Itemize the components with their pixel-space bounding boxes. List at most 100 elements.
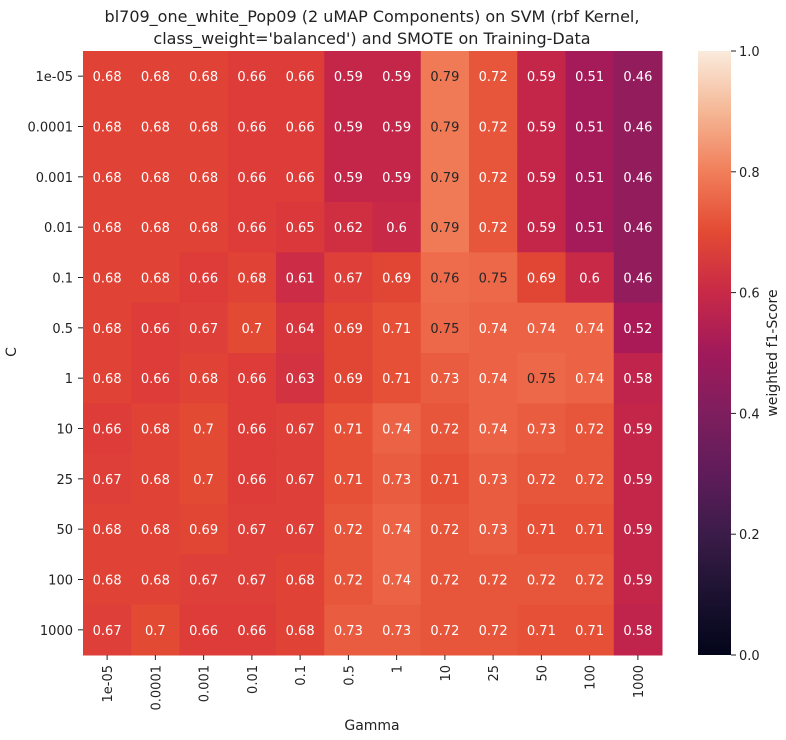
cell-value-label: 0.66	[189, 624, 218, 639]
heatmap-cell	[276, 51, 325, 102]
heatmap-cell	[420, 554, 470, 606]
cell-value-label: 0.66	[237, 70, 266, 85]
cell-value-label: 0.71	[334, 473, 363, 488]
cell-value-label: 0.71	[430, 473, 459, 488]
cell-value-label: 0.72	[479, 70, 508, 85]
heatmap-cell	[179, 202, 229, 253]
cell-value-label: 0.74	[575, 322, 604, 337]
cell-value-label: 0.67	[93, 624, 122, 639]
heatmap-cell	[372, 252, 422, 304]
cell-value-label: 0.74	[479, 322, 508, 337]
cell-value-label: 0.68	[141, 171, 170, 186]
cell-value-label: 0.59	[382, 121, 411, 136]
cell-value-label: 0.66	[237, 221, 266, 236]
y-tick-label: 100	[48, 574, 73, 589]
cell-value-label: 0.72	[430, 423, 459, 438]
heatmap-cell	[517, 453, 566, 505]
heatmap-cell	[276, 504, 325, 555]
chart-title: bl709_one_white_Pop09 (2 uMAP Components…	[105, 7, 640, 49]
cell-value-label: 0.66	[237, 423, 266, 438]
cell-value-label: 0.68	[189, 221, 218, 236]
heatmap-cell	[131, 252, 180, 304]
heatmap-cell	[517, 202, 566, 253]
heatmap-cell	[469, 202, 518, 253]
heatmap-cell	[420, 202, 470, 253]
cell-value-label: 0.71	[382, 322, 411, 337]
cell-value-label: 0.73	[479, 523, 508, 538]
cell-value-label: 0.59	[527, 70, 556, 85]
cell-value-label: 0.74	[527, 322, 556, 337]
heatmap-cell	[565, 403, 615, 455]
y-tick-label: 0.5	[52, 322, 73, 337]
heatmap-cell	[613, 202, 663, 253]
heatmap-cell	[613, 554, 663, 606]
heatmap-cell	[613, 252, 663, 304]
heatmap-cell	[276, 151, 325, 203]
cell-value-label: 0.72	[430, 574, 459, 589]
cell-value-label: 0.69	[334, 372, 363, 387]
cell-value-label: 0.66	[93, 423, 122, 438]
heatmap-cell	[517, 51, 566, 102]
cell-value-label: 0.67	[286, 523, 315, 538]
y-tick-label: 0.001	[36, 171, 73, 186]
cell-value-label: 0.79	[430, 70, 459, 85]
cell-value-label: 0.71	[527, 624, 556, 639]
colorbar-tick-label: 0.6	[739, 287, 760, 302]
cell-value-label: 0.72	[479, 574, 508, 589]
chart-title-line-2: class_weight='balanced') and SMOTE on Tr…	[153, 29, 590, 49]
heatmap-cell	[131, 51, 180, 102]
heatmap-cell	[613, 353, 663, 404]
cell-value-label: 0.7	[193, 473, 214, 488]
heatmap-cell	[131, 202, 180, 253]
cell-value-label: 0.66	[189, 272, 218, 287]
heatmap-cell	[372, 453, 422, 505]
cell-value-label: 0.59	[334, 70, 363, 85]
heatmap-cell	[613, 51, 663, 102]
heatmap-cell	[613, 403, 663, 455]
cell-value-label: 0.76	[430, 272, 459, 287]
heatmap-cell	[517, 101, 566, 153]
cell-value-label: 0.75	[527, 372, 556, 387]
heatmap-cell	[83, 453, 132, 505]
y-tick-label: 0.0001	[28, 121, 74, 136]
cell-value-label: 0.69	[189, 523, 218, 538]
heatmap-cell	[420, 353, 470, 404]
cell-value-label: 0.73	[382, 473, 411, 488]
cell-value-label: 0.46	[623, 171, 652, 186]
cell-value-label: 0.6	[386, 221, 407, 236]
cell-value-label: 0.73	[527, 423, 556, 438]
x-tick-label: 0.5	[342, 665, 357, 686]
cell-value-label: 0.74	[382, 523, 411, 538]
heatmap-cell	[83, 554, 132, 606]
heatmap-cell	[565, 353, 615, 404]
cell-value-label: 0.68	[93, 70, 122, 85]
cell-value-label: 0.72	[430, 523, 459, 538]
cell-value-label: 0.68	[189, 171, 218, 186]
heatmap-cell	[179, 554, 229, 606]
heatmap-cell	[324, 51, 373, 102]
cell-value-label: 0.66	[141, 372, 170, 387]
heatmap-cell	[131, 302, 180, 354]
heatmap-cell	[565, 101, 615, 153]
heatmap-cell	[324, 202, 373, 253]
heatmap-cell	[372, 604, 422, 656]
heatmap-cell	[179, 453, 229, 505]
x-tick-label: 0.0001	[149, 665, 164, 711]
y-tick-label: 25	[56, 473, 73, 488]
cell-value-label: 0.72	[479, 221, 508, 236]
heatmap-cell	[276, 604, 325, 656]
cell-value-label: 0.51	[575, 171, 604, 186]
cell-value-label: 0.68	[141, 523, 170, 538]
cell-value-label: 0.72	[527, 574, 556, 589]
heatmap-cell	[131, 604, 180, 656]
heatmap-cell	[517, 353, 566, 404]
cell-value-label: 0.72	[334, 574, 363, 589]
cell-value-label: 0.69	[527, 272, 556, 287]
heatmap-cell	[565, 302, 615, 354]
heatmap-cell	[324, 151, 373, 203]
heatmap-cell	[227, 604, 277, 656]
cell-value-label: 0.74	[479, 423, 508, 438]
heatmap-cell	[420, 252, 470, 304]
y-tick-label: 0.01	[44, 221, 73, 236]
